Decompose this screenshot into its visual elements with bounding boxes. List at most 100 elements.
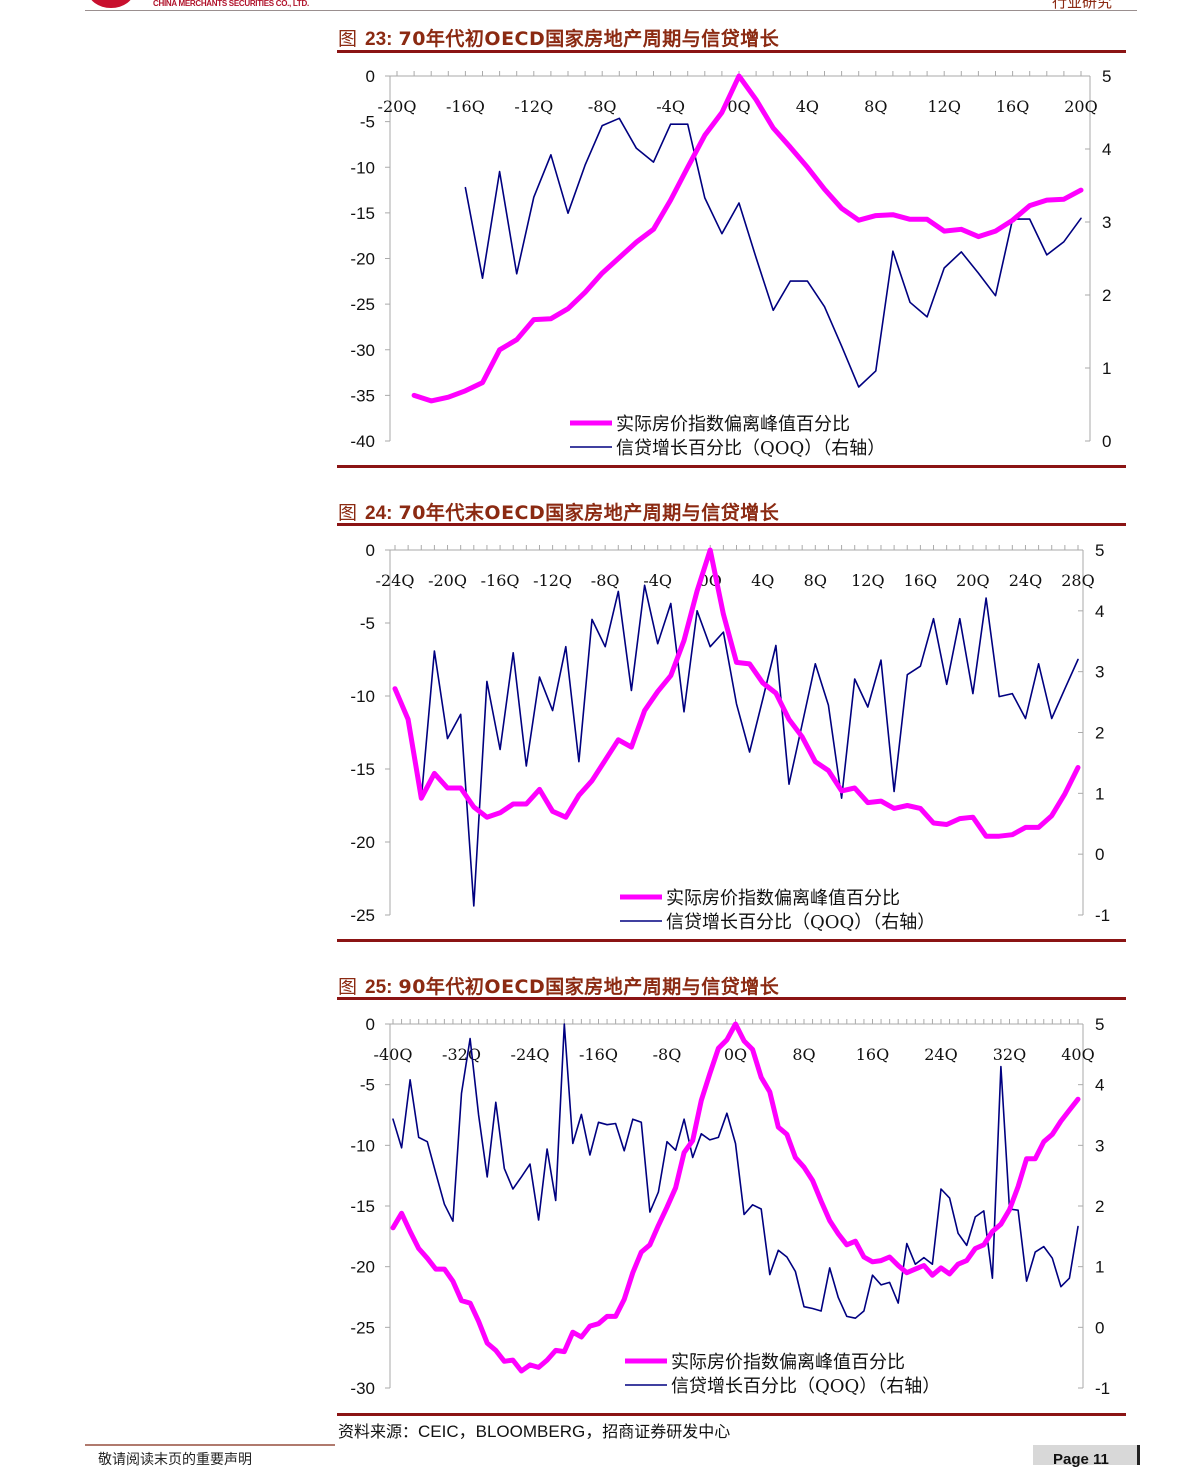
x-tick-label: 28Q xyxy=(1061,571,1094,590)
credit-growth-line xyxy=(395,585,1078,906)
x-tick-label: -12Q xyxy=(533,571,572,590)
left-y-tick-label: -30 xyxy=(350,341,375,360)
house-price-line xyxy=(414,76,1081,401)
left-y-tick-label: -25 xyxy=(350,1318,375,1337)
credit-growth-line xyxy=(393,1024,1078,1318)
right-y-tick-label: 5 xyxy=(1102,67,1111,86)
x-tick-label: -4Q xyxy=(643,571,672,590)
source-label: 资料来源： xyxy=(338,1422,418,1441)
right-y-tick-label: 0 xyxy=(1102,432,1111,451)
credit-growth-line xyxy=(465,118,1081,387)
left-y-tick-label: -5 xyxy=(360,113,375,132)
x-tick-label: 4Q xyxy=(796,97,819,116)
x-tick-label: 12Q xyxy=(851,571,884,590)
legend-label: 信贷增长百分比（QOQ）（右轴） xyxy=(666,912,935,933)
right-y-tick-label: 3 xyxy=(1095,663,1104,682)
x-tick-label: -12Q xyxy=(514,97,553,116)
left-y-tick-label: -10 xyxy=(350,687,375,706)
x-tick-label: -20Q xyxy=(378,97,417,116)
x-tick-label: 40Q xyxy=(1061,1045,1094,1064)
x-tick-label: -16Q xyxy=(579,1045,618,1064)
legend-label: 信贷增长百分比（QOQ）（右轴） xyxy=(616,438,885,459)
x-tick-label: 4Q xyxy=(751,571,774,590)
x-tick-label: 24Q xyxy=(1009,571,1042,590)
chart-3: -40Q -32Q -24Q -16Q -8Q 0Q 8Q 16Q 24Q 32Q 40Q 0 -5 -1… xyxy=(350,1015,1110,1398)
right-y-tick-label: 1 xyxy=(1095,784,1104,803)
x-tick-label: -20Q xyxy=(428,571,467,590)
legend-label: 实际房价指数偏离峰值百分比 xyxy=(616,414,850,435)
chart-1: -20Q -16Q -12Q -8Q -4Q 0Q 4Q 8Q 12Q 16Q 20Q 0 -5 -10 -… xyxy=(350,67,1111,459)
legend-label: 实际房价指数偏离峰值百分比 xyxy=(671,1352,905,1373)
source-suffix: 招商证券研发中心 xyxy=(602,1422,730,1441)
x-tick-label: -16Q xyxy=(446,97,485,116)
legend-label: 信贷增长百分比（QOQ）（右轴） xyxy=(671,1376,940,1397)
left-y-tick-label: 0 xyxy=(366,541,375,560)
right-y-tick-label: 3 xyxy=(1102,213,1111,232)
left-y-tick-label: -15 xyxy=(350,1197,375,1216)
x-tick-label: 16Q xyxy=(856,1045,889,1064)
house-price-line xyxy=(393,1024,1078,1371)
left-y-tick-label: -40 xyxy=(350,432,375,451)
page-number: Page 11 xyxy=(1053,1451,1109,1468)
footer-divider xyxy=(85,1444,335,1446)
right-y-tick-label: 4 xyxy=(1095,1076,1104,1095)
page-number-box: Page 11 xyxy=(1033,1445,1140,1465)
left-y-tick-label: -25 xyxy=(350,906,375,925)
legend-label: 实际房价指数偏离峰值百分比 xyxy=(666,888,900,909)
right-y-tick-label: 4 xyxy=(1095,602,1104,621)
x-tick-label: -8Q xyxy=(653,1045,682,1064)
x-tick-label: 0Q xyxy=(727,97,750,116)
left-y-tick-label: -25 xyxy=(350,295,375,314)
left-y-tick-label: -10 xyxy=(350,1136,375,1155)
x-tick-label: -40Q xyxy=(374,1045,413,1064)
x-tick-label: -8Q xyxy=(591,571,620,590)
x-tick-label: -4Q xyxy=(656,97,685,116)
right-y-tick-label: 2 xyxy=(1095,1197,1104,1216)
x-tick-label: 16Q xyxy=(904,571,937,590)
house-price-line xyxy=(395,550,1078,836)
x-tick-label: 24Q xyxy=(924,1045,957,1064)
right-y-tick-label: 5 xyxy=(1095,541,1104,560)
left-y-tick-label: -5 xyxy=(360,614,375,633)
right-y-tick-label: 1 xyxy=(1102,359,1111,378)
x-tick-label: 32Q xyxy=(993,1045,1026,1064)
left-y-tick-label: -20 xyxy=(350,833,375,852)
left-y-tick-label: -15 xyxy=(350,204,375,223)
x-tick-label: 16Q xyxy=(996,97,1029,116)
right-y-tick-label: 0 xyxy=(1095,845,1104,864)
source-note: 资料来源：CEIC，BLOOMBERG，招商证券研发中心 xyxy=(338,1417,730,1442)
left-y-tick-label: -20 xyxy=(350,250,375,269)
left-y-tick-label: -10 xyxy=(350,158,375,177)
x-tick-label: 20Q xyxy=(956,571,989,590)
right-y-tick-label: 1 xyxy=(1095,1258,1104,1277)
left-y-tick-label: 0 xyxy=(366,67,375,86)
right-y-tick-label: -1 xyxy=(1095,1379,1110,1398)
x-tick-label: 20Q xyxy=(1064,97,1097,116)
right-y-tick-label: 2 xyxy=(1102,286,1111,305)
x-tick-label: 12Q xyxy=(927,97,960,116)
x-tick-label: -24Q xyxy=(376,571,415,590)
x-tick-label: 0Q xyxy=(724,1045,747,1064)
x-tick-label: -16Q xyxy=(481,571,520,590)
x-tick-label: 8Q xyxy=(792,1045,815,1064)
right-y-tick-label: 5 xyxy=(1095,1015,1104,1034)
right-y-tick-label: 4 xyxy=(1102,140,1111,159)
x-tick-label: 8Q xyxy=(864,97,887,116)
left-y-tick-label: -5 xyxy=(360,1076,375,1095)
left-y-tick-label: -30 xyxy=(350,1379,375,1398)
left-y-tick-label: -20 xyxy=(350,1258,375,1277)
left-y-tick-label: -35 xyxy=(350,386,375,405)
footer-disclaimer: 敬请阅读末页的重要声明 xyxy=(98,1449,252,1469)
x-tick-label: -24Q xyxy=(511,1045,550,1064)
right-y-tick-label: 3 xyxy=(1095,1136,1104,1155)
x-tick-label: -8Q xyxy=(588,97,617,116)
x-tick-label: -32Q xyxy=(442,1045,481,1064)
left-y-tick-label: 0 xyxy=(366,1015,375,1034)
right-y-tick-label: 0 xyxy=(1095,1318,1104,1337)
source-text: CEIC，BLOOMBERG， xyxy=(418,1422,602,1441)
left-y-tick-label: -15 xyxy=(350,760,375,779)
x-tick-label: 8Q xyxy=(804,571,827,590)
right-y-tick-label: -1 xyxy=(1095,906,1110,925)
right-y-tick-label: 2 xyxy=(1095,724,1104,743)
